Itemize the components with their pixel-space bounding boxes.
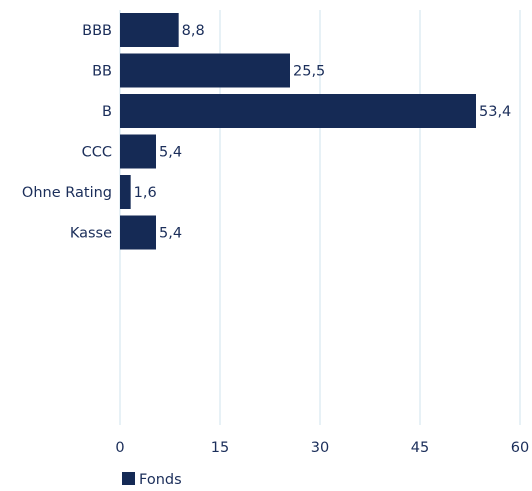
x-tick-label-15: 15 [211,440,229,456]
legend-label-fonds: Fonds [139,472,182,488]
category-label-b: B [102,104,112,120]
bar-bbb [120,13,179,47]
legend-swatch-fonds [122,472,135,485]
value-label-b: 53,4 [479,104,511,120]
bars [120,13,476,250]
value-label-ccc: 5,4 [159,145,182,161]
category-label-ohne-rating: Ohne Rating [22,185,112,201]
category-label-bb: BB [92,64,112,80]
x-axis-ticks: 0 15 30 45 60 [115,440,529,456]
value-label-ohne-rating: 1,6 [134,185,157,201]
value-labels: 8,8 25,5 53,4 5,4 1,6 5,4 [134,23,512,242]
category-label-bbb: BBB [82,23,112,39]
x-tick-label-45: 45 [411,440,429,456]
legend: Fonds [122,472,182,488]
bar-b [120,94,476,128]
category-label-kasse: Kasse [70,226,112,242]
x-tick-label-60: 60 [511,440,529,456]
value-label-bb: 25,5 [293,64,325,80]
bar-kasse [120,215,156,250]
value-label-bbb: 8,8 [182,23,205,39]
bar-ccc [120,134,156,169]
value-label-kasse: 5,4 [159,226,182,242]
x-tick-label-0: 0 [115,440,124,456]
category-label-ccc: CCC [82,145,112,161]
bar-ohne-rating [120,175,131,209]
bar-bb [120,53,290,88]
x-tick-label-30: 30 [311,440,329,456]
